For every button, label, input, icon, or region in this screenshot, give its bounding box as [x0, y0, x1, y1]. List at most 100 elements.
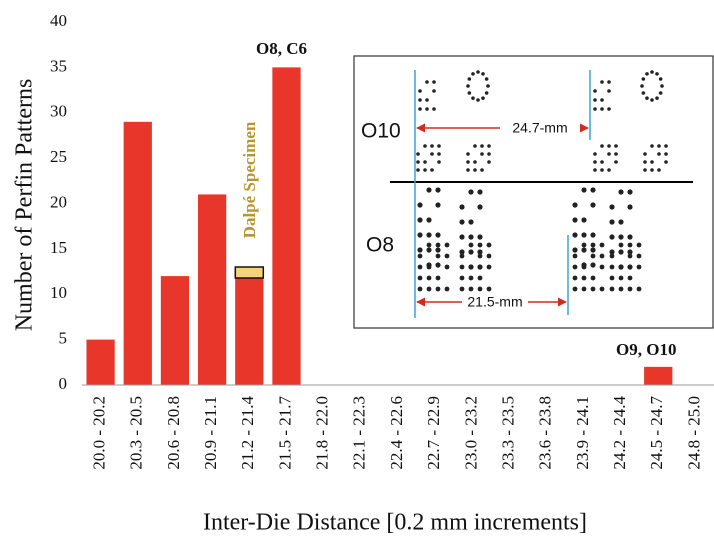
perfin-dot	[636, 253, 642, 259]
perfin-dot	[590, 202, 596, 208]
perfin-dot	[432, 80, 436, 84]
perfin-dot	[459, 219, 465, 225]
x-tick-label: 22.7 - 22.9	[424, 396, 443, 470]
perfin-dot	[643, 168, 647, 172]
perfin-dot	[423, 160, 427, 164]
perfin-dot	[581, 187, 587, 193]
perfin-dot	[607, 107, 611, 111]
perfin-dot	[468, 249, 474, 255]
perfin-dot	[655, 96, 659, 100]
perfin-dot	[614, 160, 618, 164]
perfin-dot	[581, 247, 587, 253]
perfin-dot	[593, 152, 597, 156]
perfin-dot	[486, 84, 490, 88]
perfin-dot	[444, 286, 450, 292]
perfin-dot	[581, 232, 587, 238]
perfin-dot	[657, 152, 661, 156]
perfin-dot	[590, 275, 596, 281]
perfin-dot	[627, 242, 633, 248]
perfin-dot	[459, 275, 465, 281]
perfin-dot	[487, 144, 491, 148]
x-tick-label: 22.4 - 22.6	[387, 396, 406, 470]
perfin-dot	[572, 275, 578, 281]
perfin-dot	[417, 217, 423, 223]
perfin-dot	[609, 234, 615, 240]
perfin-dot	[484, 91, 489, 95]
perfin-dot	[599, 264, 605, 270]
perfin-dot	[600, 160, 604, 164]
perfin-dot	[416, 160, 420, 164]
perfin-dot	[480, 168, 484, 172]
perfin-dot	[444, 253, 450, 259]
x-tick-label: 24.5 - 24.7	[647, 396, 666, 470]
perfin-dot	[609, 253, 615, 259]
perfin-dot	[657, 168, 661, 172]
perfin-dot	[481, 96, 485, 100]
perfin-dot	[435, 187, 441, 193]
perfin-dot	[435, 253, 441, 259]
perfin-dot	[426, 232, 432, 238]
perfin-dot	[609, 286, 615, 292]
perfin-dot	[618, 242, 624, 248]
perfin-dot	[476, 70, 480, 74]
perfin-dot	[650, 160, 654, 164]
perfin-dot	[480, 152, 484, 156]
y-tick-label: 30	[50, 102, 67, 121]
perfin-dot	[477, 204, 483, 210]
perfin-dot	[435, 202, 441, 208]
perfin-dot	[430, 152, 434, 156]
bar	[197, 194, 227, 385]
perfin-dot	[484, 77, 489, 81]
measurement: 24.7-mm	[512, 120, 567, 136]
perfin-dot	[599, 286, 605, 292]
perfin-dot	[650, 144, 654, 148]
row-label: O10	[361, 120, 401, 143]
perfin-dot	[609, 219, 615, 225]
perfin-dot	[600, 98, 604, 102]
perfin-dot	[418, 89, 422, 93]
perfin-dot	[609, 264, 615, 270]
perfin-dot	[664, 160, 668, 164]
perfin-dot	[437, 160, 441, 164]
perfin-dot	[581, 264, 587, 270]
perfin-dot	[425, 107, 429, 111]
x-tick-label: 21.2 - 21.4	[238, 396, 257, 470]
perfin-dot	[643, 152, 647, 156]
perfin-dot	[581, 242, 587, 248]
perfin-dot	[467, 77, 472, 81]
perfin-dot	[607, 168, 611, 172]
perfin-dot	[432, 107, 436, 111]
specimen-marker	[234, 266, 265, 279]
perfin-dot	[607, 89, 611, 93]
perfin-dot	[641, 77, 646, 81]
perfin-dot	[590, 187, 596, 193]
perfin-dot	[581, 275, 587, 281]
perfin-dot	[664, 152, 668, 156]
perfin-dot	[657, 144, 661, 148]
perfin-dot	[593, 107, 597, 111]
perfin-dot	[618, 264, 624, 270]
perfin-dot	[418, 107, 422, 111]
perfin-dot	[658, 91, 663, 95]
perfin-dot	[477, 242, 483, 248]
perfin-dot	[425, 80, 429, 84]
perfin-dot	[650, 98, 654, 102]
perfin-dot	[600, 168, 604, 172]
perfin-dot	[590, 253, 596, 259]
bar	[86, 339, 115, 385]
perfin-dot	[468, 234, 474, 240]
bar	[123, 121, 152, 385]
perfin-dot	[426, 247, 432, 253]
perfin-dot	[426, 187, 432, 193]
perfin-dot	[614, 144, 618, 148]
perfin-dot	[432, 89, 436, 93]
perfin-dot	[417, 275, 423, 281]
perfin-dot	[600, 80, 604, 84]
perfin-dot	[600, 107, 604, 111]
perfin-dot	[430, 144, 434, 148]
label-bg	[500, 120, 580, 136]
perfin-dot	[417, 253, 423, 259]
y-tick-label: 25	[50, 147, 67, 166]
perfin-dot	[607, 152, 611, 156]
perfin-dot	[627, 249, 633, 255]
